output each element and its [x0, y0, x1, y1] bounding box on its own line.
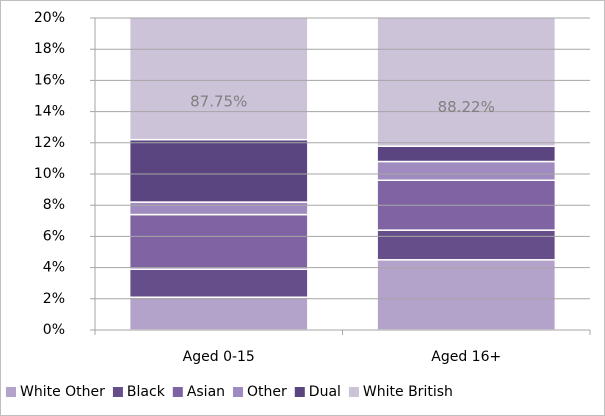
legend-label: Other	[247, 384, 287, 400]
legend-label: Dual	[309, 384, 341, 400]
legend-label: White Other	[20, 384, 105, 400]
bar-segment	[128, 296, 309, 330]
y-tick-label: 14%	[34, 104, 65, 120]
y-tick-label: 6%	[43, 228, 65, 244]
y-tick-label: 10%	[34, 166, 65, 182]
legend-swatch	[294, 387, 305, 397]
legend-label: Black	[127, 384, 166, 400]
plot-area	[128, 18, 557, 330]
bar-segment	[128, 201, 309, 216]
y-tick-label: 4%	[43, 260, 65, 276]
bar-segment	[376, 160, 557, 181]
y-tick-label: 8%	[43, 197, 65, 213]
bar-segment	[376, 229, 557, 261]
bar-segment	[376, 145, 557, 163]
legend-swatch	[233, 387, 244, 397]
data-label: 87.75%	[190, 93, 247, 111]
x-tick-label: Aged 0-15	[183, 349, 255, 365]
legend-label: White British	[363, 384, 453, 400]
y-tick-label: 20%	[34, 10, 65, 26]
legend-swatch	[172, 387, 183, 397]
data-label: 88.22%	[438, 98, 495, 116]
bar-segment	[376, 18, 557, 147]
y-tick-label: 2%	[43, 291, 65, 307]
bar-segment	[128, 18, 309, 141]
y-tick-label: 16%	[34, 72, 65, 88]
y-tick-label: 0%	[43, 322, 65, 338]
y-tick-label: 12%	[34, 135, 65, 151]
bar-segment	[128, 268, 309, 298]
legend-swatch	[348, 387, 359, 397]
bar-segment	[376, 259, 557, 330]
legend-label: Asian	[187, 384, 225, 400]
bar-segment	[128, 213, 309, 270]
y-tick-label: 18%	[34, 41, 65, 57]
legend-swatch	[112, 387, 123, 397]
x-tick-label: Aged 16+	[431, 349, 501, 365]
legend-swatch	[6, 387, 16, 397]
bar-segment	[128, 138, 309, 203]
